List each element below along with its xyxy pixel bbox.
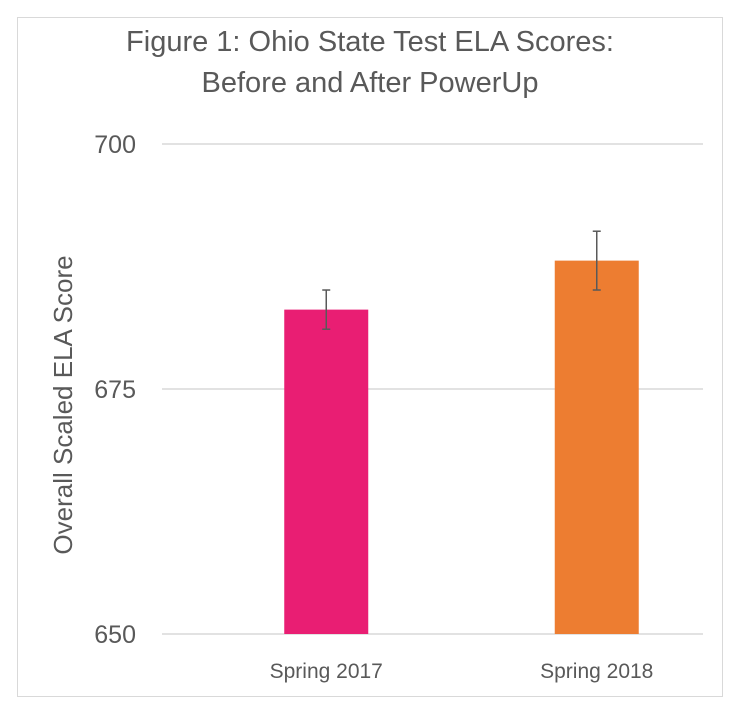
- chart-title-line-2: Before and After PowerUp: [201, 67, 539, 99]
- y-tick-label: 650: [94, 621, 136, 649]
- chart-title-line-1: Figure 1: Ohio State Test ELA Scores:: [126, 26, 614, 58]
- y-axis-ticks: 650 675 700: [94, 131, 136, 649]
- error-bars: [322, 230, 601, 330]
- error-bar: [322, 289, 331, 330]
- y-axis-title: Overall Scaled ELA Score: [48, 255, 78, 554]
- x-category-label: Spring 2018: [540, 660, 653, 683]
- chart-title: Figure 1: Ohio State Test ELA Scores: Be…: [0, 22, 740, 104]
- bar-spring-2017: [284, 309, 369, 634]
- x-axis-categories: Spring 2017 Spring 2018: [270, 660, 654, 683]
- error-bar: [592, 230, 601, 291]
- bar-spring-2018: [554, 260, 639, 634]
- y-tick-label: 700: [94, 131, 136, 159]
- bars: [284, 260, 639, 634]
- y-tick-label: 675: [94, 376, 136, 404]
- x-category-label: Spring 2017: [270, 660, 383, 683]
